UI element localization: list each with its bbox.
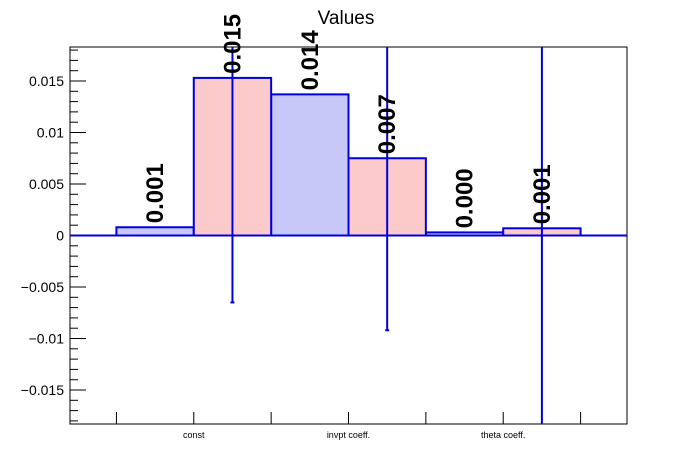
y-tick-label: −0.015: [21, 382, 64, 398]
y-axis: −0.015 −0.01 −0.005 0 0.005 0.01 0.015: [21, 49, 86, 422]
bar-value-label: 0.001: [142, 163, 169, 223]
y-tick-label: 0: [56, 228, 64, 244]
y-tick-label: 0.005: [29, 176, 64, 192]
x-axis: const invpt coeff. theta coeff.: [115, 412, 582, 440]
y-tick-label: −0.005: [21, 279, 64, 295]
bar-value-label: 0.001: [529, 164, 556, 224]
y-tick-label: 0.015: [29, 73, 64, 89]
bars-group: [115, 76, 582, 237]
bar-value-label: 0.015: [219, 14, 246, 74]
x-category-label: invpt coeff.: [327, 430, 370, 440]
bar-value-label: 0.000: [452, 168, 479, 228]
bar-value-label: 0.007: [374, 94, 401, 154]
bar: [115, 226, 195, 237]
x-category-label: const: [183, 430, 205, 440]
value-labels-group: 0.001 0.014 0.000 0.015 0.007 0.001: [142, 14, 556, 229]
chart-title: Values: [318, 8, 375, 29]
bar: [270, 93, 350, 237]
y-tick-label: −0.01: [29, 331, 65, 347]
y-tick-label: 0.01: [37, 124, 64, 140]
x-category-label: theta coeff.: [481, 430, 525, 440]
bar-value-label: 0.014: [297, 30, 324, 91]
error-bars-group: [230, 47, 543, 424]
